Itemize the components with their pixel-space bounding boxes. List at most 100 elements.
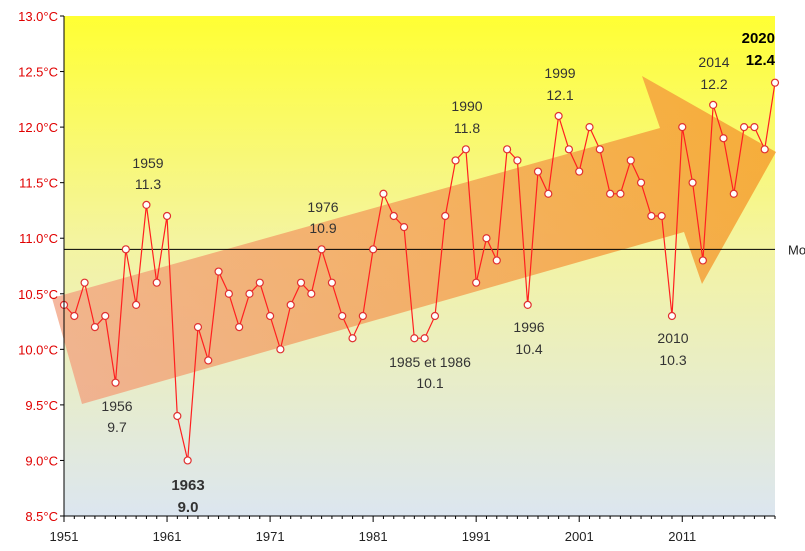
annotation-value: 12.1 <box>546 87 573 103</box>
data-point <box>688 178 697 187</box>
y-tick-label: 10.0°C <box>18 342 58 357</box>
data-point <box>451 156 460 165</box>
data-point <box>307 289 316 298</box>
x-axis: 1951 1961 1971 1981 1991 2001 2011 <box>50 516 776 544</box>
data-point <box>554 111 563 121</box>
data-point <box>204 356 213 365</box>
data-point <box>750 123 759 132</box>
data-point <box>193 323 203 332</box>
y-tick-label: 13.0°C <box>18 9 58 24</box>
data-point <box>286 300 295 309</box>
data-point <box>214 267 223 276</box>
data-point <box>121 245 130 254</box>
annotation-value: 12.2 <box>700 76 727 92</box>
data-point <box>235 323 244 332</box>
annotation-year: 1976 <box>307 199 338 215</box>
data-point <box>544 189 553 198</box>
annotation-value: 10.1 <box>416 375 443 391</box>
annotation-value: 10.9 <box>309 220 336 236</box>
y-tick-label: 11.5°C <box>19 176 58 191</box>
data-point <box>461 145 470 154</box>
data-point <box>441 211 450 221</box>
x-tick-label: 1961 <box>153 529 182 544</box>
data-point <box>564 145 574 154</box>
data-point <box>111 378 120 387</box>
y-tick-label: 10.5°C <box>18 287 58 302</box>
data-point <box>327 278 337 287</box>
data-point <box>420 334 429 343</box>
data-point <box>183 456 192 465</box>
x-tick-label: 1971 <box>256 529 285 544</box>
data-point <box>585 123 594 132</box>
data-point <box>317 245 326 254</box>
data-point <box>152 278 161 287</box>
data-point <box>657 211 666 221</box>
data-point <box>492 256 501 265</box>
data-point <box>698 256 707 265</box>
annotation-year: 2014 <box>698 54 729 70</box>
y-tick-label: 9.0°C <box>25 453 58 468</box>
data-point <box>626 156 635 165</box>
data-point <box>678 123 687 132</box>
annotation-year: 1985 et 1986 <box>389 354 471 370</box>
mean-line-label: Mo <box>788 242 805 257</box>
y-tick-label: 8.5°C <box>25 509 58 524</box>
data-point <box>616 189 625 198</box>
x-tick-label: 2011 <box>668 529 696 544</box>
series-line <box>63 82 776 461</box>
data-point <box>399 223 409 232</box>
y-axis: 8.5°C 9.0°C 9.5°C 10.0°C 10.5°C 11.0°C 11.5°C 1… <box>18 9 64 524</box>
data-point <box>770 78 780 87</box>
data-point <box>296 278 306 287</box>
data-point <box>760 145 769 154</box>
data-point <box>358 311 367 321</box>
data-point <box>729 189 738 198</box>
y-tick-label: 9.5°C <box>25 398 58 413</box>
data-points <box>59 78 780 465</box>
data-point <box>173 411 182 421</box>
data-point <box>90 323 100 332</box>
annotation-value: 10.4 <box>515 341 542 357</box>
data-point <box>101 311 110 321</box>
annotation-year: 1999 <box>544 65 575 81</box>
y-tick-label: 12.0°C <box>18 120 58 135</box>
data-point <box>482 234 491 243</box>
data-point <box>265 311 275 321</box>
annotations: 1956 9.7 1959 11.3 1963 9.0 1976 10.9 1985 et 19… <box>101 30 775 516</box>
data-point <box>70 311 79 321</box>
annotation-value: 10.3 <box>659 352 686 368</box>
data-point <box>142 200 151 209</box>
data-point <box>719 134 728 143</box>
data-point <box>338 311 347 321</box>
data-point <box>523 300 532 309</box>
trend-arrow <box>52 76 776 404</box>
annotation-value: 9.0 <box>178 499 199 516</box>
data-point <box>709 100 718 109</box>
annotation-year: 2020 <box>742 30 775 47</box>
annotation-value: 11.3 <box>135 176 161 192</box>
y-tick-label: 12.5°C <box>18 65 58 80</box>
data-point <box>606 189 615 198</box>
annotation-year: 1959 <box>132 155 163 171</box>
annotation-value: 11.8 <box>454 120 480 136</box>
data-point <box>595 145 604 154</box>
annotation-value: 12.4 <box>746 52 776 69</box>
data-point <box>224 289 233 298</box>
data-point <box>255 278 264 287</box>
data-point <box>502 145 512 154</box>
data-point <box>379 189 388 198</box>
annotation-year: 1963 <box>171 477 204 494</box>
annotation-year: 2010 <box>657 330 688 346</box>
data-point <box>162 211 172 221</box>
data-point <box>245 289 254 298</box>
data-point <box>132 300 141 309</box>
x-tick-label: 1981 <box>359 529 388 544</box>
data-point <box>472 278 481 287</box>
data-point <box>348 334 357 343</box>
data-point <box>575 167 584 176</box>
x-tick-label: 1991 <box>462 529 491 544</box>
x-tick-label: 2001 <box>565 529 594 544</box>
data-point <box>369 245 378 254</box>
data-point <box>410 334 419 343</box>
